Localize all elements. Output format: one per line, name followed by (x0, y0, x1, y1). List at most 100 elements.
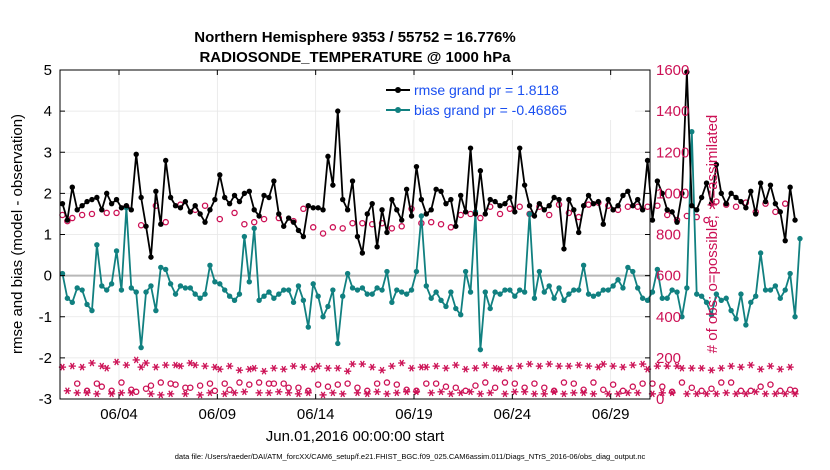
bias-point (212, 279, 218, 285)
bias-point (684, 285, 690, 291)
y-axis-left-label: rmse and bias (model - observation) (9, 114, 26, 354)
rmse-point (561, 246, 567, 252)
rmse-point (487, 196, 493, 203)
rmse-point (556, 196, 562, 203)
rmse-point (698, 194, 705, 201)
rmse-point (212, 196, 218, 203)
obs-possible-marker (241, 220, 248, 228)
bias-point (197, 295, 203, 301)
legend-bias-marker (395, 107, 401, 113)
obs-assimilated-marker (427, 389, 435, 397)
bias-point (310, 281, 316, 287)
chart-title-line1: Northern Hemisphere 9353 / 55752 = 16.77… (194, 29, 515, 46)
obs-possible-marker (201, 202, 209, 209)
rmse-point (610, 207, 616, 213)
obs-possible-marker (644, 203, 651, 210)
obs-assimilated-marker (565, 362, 573, 370)
rmse-point (384, 229, 390, 236)
obs-possible-marker (629, 383, 637, 390)
bias-point (541, 289, 547, 295)
obs-assimilated-marker (398, 359, 406, 367)
obs-assimilated-marker (462, 365, 470, 373)
obs-possible-marker (349, 219, 356, 227)
bias-point (340, 293, 346, 299)
obs-assimilated-marker (358, 360, 366, 368)
rmse-point (261, 192, 267, 199)
rmse-point (389, 196, 395, 203)
obs-possible-marker (663, 211, 671, 219)
obs-possible-marker (511, 380, 519, 387)
x-tick-label: 06/24 (494, 406, 532, 423)
bias-point (394, 287, 400, 293)
y-left-tick-label: -2 (39, 350, 52, 367)
obs-possible-marker (560, 379, 568, 386)
obs-possible-marker (447, 224, 455, 231)
obs-possible-marker (718, 379, 725, 386)
bias-point (521, 289, 528, 295)
bias-point (630, 268, 636, 275)
obs-assimilated-marker (88, 359, 96, 367)
obs-assimilated-marker (555, 362, 563, 370)
rmse-point (79, 203, 85, 209)
rmse-point (138, 194, 144, 201)
obs-possible-marker (157, 379, 165, 386)
bias-point (487, 305, 493, 312)
bias-point (354, 287, 361, 293)
bias-point (69, 299, 75, 306)
bias-point (143, 289, 149, 295)
bias-point (536, 268, 543, 275)
rmse-point (187, 209, 193, 215)
bias-point (84, 301, 90, 308)
obs-possible-marker (609, 381, 617, 388)
bias-point (585, 291, 592, 297)
obs-assimilated-marker (368, 363, 376, 371)
obs-assimilated-marker (614, 390, 622, 398)
obs-assimilated-marker (594, 363, 602, 371)
bias-point (669, 287, 675, 293)
obs-assimilated-marker (152, 363, 160, 371)
obs-possible-marker (216, 215, 224, 223)
obs-assimilated-marker (240, 388, 248, 396)
obs-assimilated-marker (412, 388, 421, 396)
obs-assimilated-marker (142, 359, 150, 367)
bias-point (561, 297, 567, 303)
obs-assimilated-marker (766, 362, 775, 370)
obs-possible-marker (570, 380, 578, 387)
obs-assimilated-marker (570, 389, 578, 397)
obs-possible-marker (300, 205, 307, 213)
rmse-point (394, 207, 400, 213)
obs-possible-marker (654, 202, 661, 209)
obs-assimilated-marker (201, 362, 209, 370)
obs-possible-marker (737, 387, 745, 395)
obs-assimilated-marker (157, 391, 165, 399)
rmse-point (767, 182, 774, 188)
bias-point (153, 307, 159, 314)
obs-assimilated-marker (653, 362, 661, 370)
obs-possible-marker (73, 380, 81, 387)
bias-point (344, 270, 351, 277)
rmse-point (172, 203, 179, 209)
rmse-point (94, 194, 100, 201)
rmse-point (694, 207, 700, 213)
bias-point (128, 285, 134, 291)
obs-assimilated-marker (103, 364, 111, 372)
bias-point (748, 299, 754, 306)
bias-point (467, 289, 474, 295)
y-left-tick-label: 5 (44, 62, 52, 79)
bias-point (482, 289, 488, 295)
rmse-point (787, 184, 793, 190)
rmse-point (241, 190, 248, 197)
bias-point (507, 287, 513, 293)
bias-point (364, 291, 370, 297)
legend: rmse grand pr = 1.8118 bias grand pr = -… (380, 80, 635, 120)
bias-point (359, 285, 366, 291)
obs-possible-marker (624, 203, 632, 210)
obs-assimilated-marker (511, 388, 519, 396)
rmse-point (674, 219, 680, 225)
bias-point (635, 285, 641, 291)
obs-assimilated-marker (727, 362, 735, 370)
rmse-point (679, 190, 685, 197)
bias-point (158, 264, 164, 271)
bias-point (674, 289, 680, 295)
